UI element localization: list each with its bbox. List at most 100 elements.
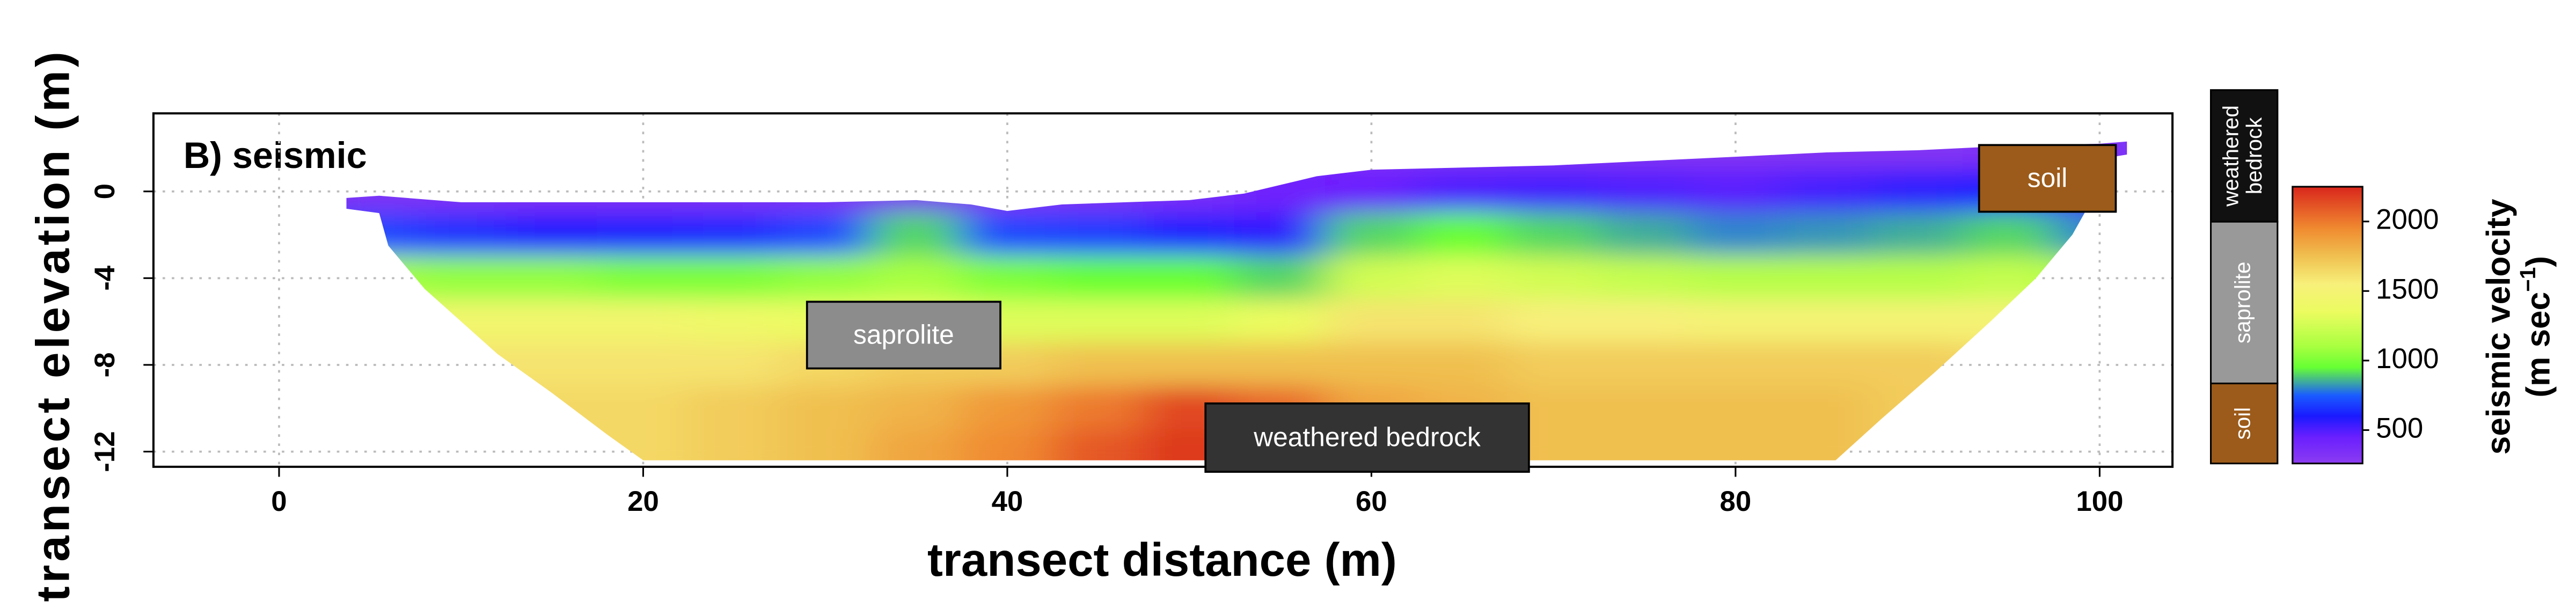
velocity-cell [1780,169,1873,214]
velocity-cell [1143,342,1236,387]
colorbar-tick-label: 1000 [2376,343,2439,375]
annotation-box [1204,402,1530,473]
velocity-cell [1962,342,2055,387]
velocity-cell [597,212,690,258]
velocity-cell [1598,212,1691,258]
annotation-label: saprolite [853,320,954,350]
velocity-cell [1871,342,1964,387]
velocity-cell [1507,342,1600,387]
velocity-cell [1507,255,1600,301]
velocity-cell [597,342,690,387]
velocity-cell [687,429,781,460]
velocity-cell [1598,169,1691,214]
velocity-cell [597,385,690,431]
velocity-cell [1962,255,2055,301]
velocity-cell [1780,141,1873,171]
velocity-cell [1598,141,1691,171]
velocity-cell [2053,299,2127,345]
velocity-cell [1325,342,1418,387]
velocity-cell [346,212,416,258]
velocity-cell [1598,299,1691,345]
velocity-cell [1143,169,1236,214]
velocity-cell [1871,255,1964,301]
velocity-cell [506,212,599,258]
annotation-label: weathered bedrock [1253,422,1481,452]
x-tick-label: 0 [271,486,287,517]
velocity-cell [1052,212,1145,258]
velocity-cell [1052,299,1145,345]
x-axis-label: transect distance (m) [927,534,1397,586]
velocity-cell [1507,169,1600,214]
velocity-cell [961,385,1054,431]
x-tick-label: 100 [2076,486,2123,517]
velocity-cell [961,429,1054,460]
velocity-cell [961,255,1054,301]
velocity-cell [687,299,781,345]
y-axis-label: transect elevation (m) [27,52,79,602]
annotation-box [1978,144,2117,213]
velocity-cell [1325,299,1418,345]
velocity-cell [687,212,781,258]
velocity-cell [1689,212,1782,258]
y-tick-label: -8 [89,352,121,377]
velocity-cell [506,342,599,387]
velocity-cell [597,299,690,345]
velocity-cell [1325,169,1418,214]
velocity-cell [1416,342,1509,387]
velocity-cell [346,299,416,345]
velocity-cell [1871,385,1964,431]
velocity-cell [1507,141,1600,171]
velocity-cell [1234,212,1327,258]
velocity-cell [597,255,690,301]
velocity-cell [1416,255,1509,301]
velocity-cell [1598,342,1691,387]
velocity-cell [1052,385,1145,431]
legend-label: weathered [2219,105,2243,207]
annotation-label: soil [2028,163,2068,193]
velocity-cell [779,255,872,301]
velocity-cell [414,255,508,301]
velocity-cell [1780,385,1873,431]
annotation-box [806,301,1001,370]
velocity-cell [346,385,416,431]
velocity-cell [1871,141,1964,171]
velocity-cell [1507,212,1600,258]
velocity-cell [1507,299,1600,345]
velocity-cell [506,299,599,345]
velocity-cell [1689,169,1782,214]
velocity-cell [597,169,690,214]
velocity-cell [869,212,963,258]
velocity-cell [414,299,508,345]
x-tick-label: 40 [992,486,1023,517]
colorbar-label: seismic velocity [2480,199,2518,455]
velocity-cell [1780,342,1873,387]
legend-box [2209,382,2279,465]
velocity-cell [1962,385,2055,431]
colorbar [2292,186,2363,465]
velocity-cell [1871,212,1964,258]
velocity-cell [687,169,781,214]
velocity-cell [1689,385,1782,431]
velocity-cell [1052,429,1145,460]
colorbar-tick-label: 2000 [2376,204,2439,236]
velocity-cell [869,385,963,431]
velocity-cell [1962,299,2055,345]
colorbar-unit: (m sec−1) [2515,256,2557,398]
velocity-cell [414,385,508,431]
x-tick-label: 80 [1720,486,1752,517]
velocity-cell [506,255,599,301]
velocity-cell [869,255,963,301]
velocity-cell [1052,255,1145,301]
velocity-cell [1598,385,1691,431]
velocity-cell [1598,429,1691,460]
velocity-cell [687,385,781,431]
plot-frame [152,112,2174,468]
velocity-cell [1416,169,1509,214]
velocity-cell [1416,141,1509,171]
colorbar-tick-label: 1500 [2376,273,2439,305]
velocity-cell [1780,255,1873,301]
velocity-cell [1325,255,1418,301]
unit-part: (m sec [2520,292,2557,398]
